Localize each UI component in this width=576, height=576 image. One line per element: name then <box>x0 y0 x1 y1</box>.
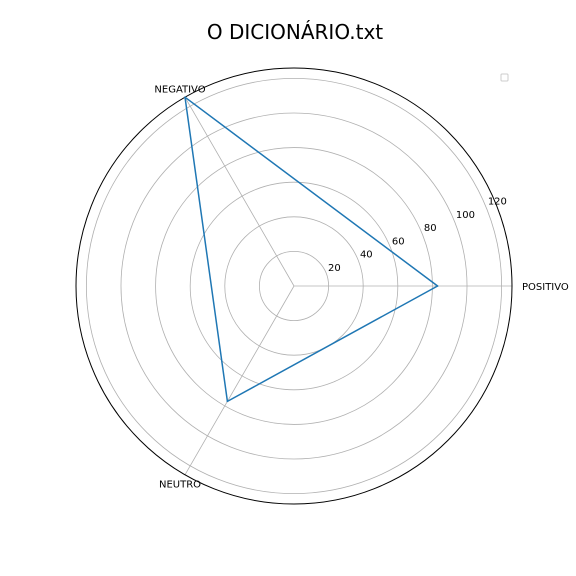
polar-frame <box>75 67 513 505</box>
tick-label-40: 40 <box>360 250 373 261</box>
tick-label-80: 80 <box>424 223 437 234</box>
tick-label-120: 120 <box>488 197 507 208</box>
spoke-negativo <box>184 97 295 287</box>
data-point-positivo <box>436 285 439 287</box>
category-label-neutro: NEUTRO <box>159 479 201 490</box>
series-layer <box>184 96 439 403</box>
tick-label-20: 20 <box>328 263 341 274</box>
data-point-negativo <box>184 96 186 99</box>
series-line-0 <box>184 96 439 403</box>
category-labels: POSITIVO NEGATIVO NEUTRO <box>154 85 569 491</box>
tick-label-60: 60 <box>392 236 405 247</box>
angular-gridlines <box>184 97 512 475</box>
data-point-neutro <box>226 400 229 403</box>
legend-box <box>500 73 509 82</box>
radial-tick-labels: 20 40 60 80 100 120 <box>328 197 507 274</box>
spoke-neutro <box>184 285 295 475</box>
category-label-positivo: POSITIVO <box>522 282 569 293</box>
chart-title: O DICIONÁRIO.txt <box>206 20 384 44</box>
tick-label-100: 100 <box>456 210 475 221</box>
category-label-negativo: NEGATIVO <box>154 85 205 96</box>
